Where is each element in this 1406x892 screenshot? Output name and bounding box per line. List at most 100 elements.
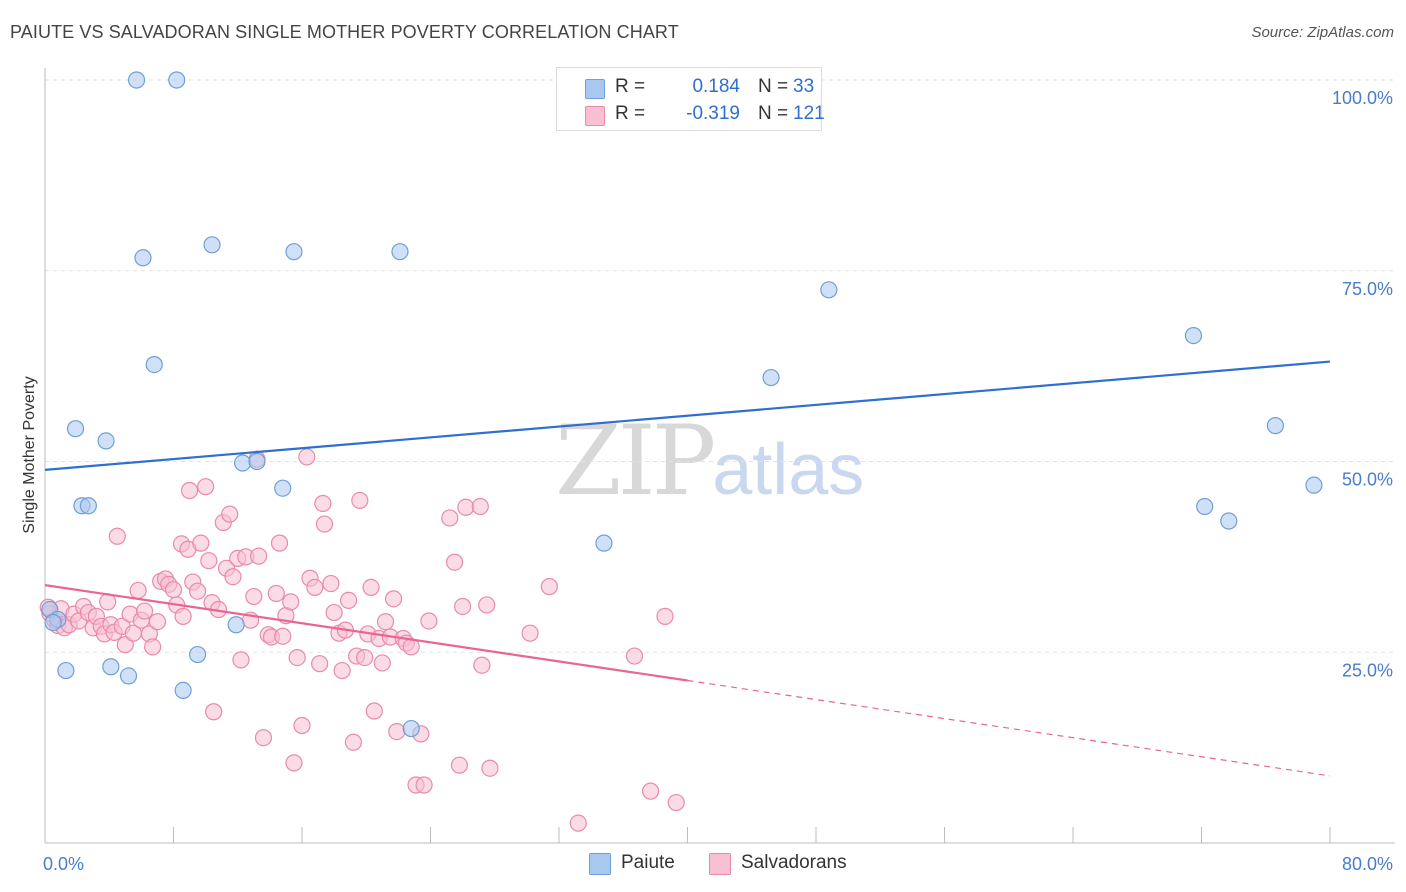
bottom-legend-label-salvadorans: Salvadorans (741, 852, 847, 873)
data-point (168, 71, 186, 89)
series-paiute (41, 71, 1323, 738)
data-point (351, 491, 369, 510)
data-point (325, 603, 343, 622)
data-point (454, 597, 472, 616)
data-point (373, 654, 391, 672)
data-point (820, 281, 838, 299)
data-point (481, 759, 499, 777)
legend-n-label: N = (758, 103, 789, 124)
data-point (57, 661, 75, 680)
data-point (282, 593, 300, 611)
bottom-legend-swatch-paiute (589, 853, 611, 875)
data-point (233, 454, 252, 472)
data-point (595, 534, 613, 552)
data-point (145, 355, 163, 374)
chart-title: PAIUTE VS SALVADORAN SINGLE MOTHER POVER… (10, 22, 679, 42)
data-point (224, 568, 242, 586)
data-point (205, 703, 223, 721)
data-point (1220, 512, 1238, 530)
data-point (311, 655, 329, 673)
legend-swatch-paiute (585, 79, 605, 99)
data-point (164, 581, 183, 599)
data-point (625, 647, 644, 665)
data-point (203, 236, 221, 254)
data-point (339, 591, 358, 609)
data-point (200, 552, 218, 570)
gridlines (45, 79, 1395, 653)
data-point (274, 627, 292, 645)
data-point (391, 243, 409, 261)
data-point (457, 498, 475, 516)
legend-n-value: 121 (793, 103, 825, 124)
data-point (127, 71, 146, 89)
data-point (248, 452, 266, 471)
data-point (44, 613, 62, 632)
data-point (119, 667, 138, 685)
y-tick-label: 25.0% (1342, 660, 1393, 680)
data-point (402, 719, 420, 738)
data-point (134, 249, 152, 267)
source-attribution: Source: ZipAtlas.com (1251, 24, 1394, 41)
data-point (441, 509, 459, 527)
y-axis-label: Single Mother Poverty (21, 376, 38, 533)
trend-line-extension (687, 679, 1331, 777)
trend-lines (44, 360, 1331, 777)
data-point (540, 578, 558, 596)
data-point (97, 432, 115, 450)
legend-r-label: R = (615, 103, 646, 124)
data-point (445, 553, 464, 571)
legend-r-value: -0.319 (686, 103, 740, 124)
legend-r-label: R = (615, 76, 646, 97)
bottom-legend-label-paiute: Paiute (621, 852, 675, 873)
data-point (521, 624, 539, 642)
data-point (344, 733, 362, 751)
data-point (197, 478, 215, 496)
data-point (129, 581, 147, 600)
data-point (641, 782, 660, 800)
data-point (66, 420, 85, 438)
data-point (762, 368, 780, 387)
data-point (250, 547, 268, 565)
data-point (569, 814, 587, 832)
x-tick-label: 0.0% (43, 854, 84, 874)
bottom-legend-swatch-salvadorans (709, 853, 731, 875)
data-point (174, 607, 192, 625)
data-point (102, 658, 120, 676)
tick-labels: 25.0% 50.0% 75.0% 100.0% 0.0% 80.0% (43, 88, 1393, 874)
data-point (245, 587, 263, 606)
data-point (79, 497, 97, 515)
data-point (376, 613, 395, 631)
data-point (1196, 497, 1214, 516)
data-point (180, 481, 199, 500)
data-point (473, 656, 491, 674)
data-point (384, 590, 403, 608)
data-point (274, 479, 292, 497)
data-point (148, 613, 167, 631)
y-tick-label: 50.0% (1342, 470, 1393, 490)
data-point (322, 574, 340, 593)
data-point (144, 638, 162, 656)
axes (44, 68, 1395, 844)
data-point (298, 448, 316, 466)
legend-n-label: N = (758, 76, 789, 97)
watermark-atlas: atlas (712, 430, 865, 510)
legend-r-value: 0.184 (692, 76, 740, 97)
data-point (415, 776, 433, 794)
trend-line (44, 584, 688, 682)
data-point (232, 651, 250, 669)
data-point (471, 497, 489, 516)
data-point (227, 616, 245, 634)
data-point (365, 702, 383, 720)
data-point (254, 729, 273, 747)
data-point (188, 582, 207, 600)
legend-n-value: 33 (793, 76, 815, 97)
data-point (315, 515, 334, 533)
data-point (174, 681, 192, 700)
data-point (656, 607, 674, 625)
data-point (1305, 476, 1323, 494)
data-point (1184, 327, 1203, 345)
data-point (356, 648, 374, 667)
data-point (285, 243, 303, 261)
series-salvadorans (39, 448, 685, 832)
